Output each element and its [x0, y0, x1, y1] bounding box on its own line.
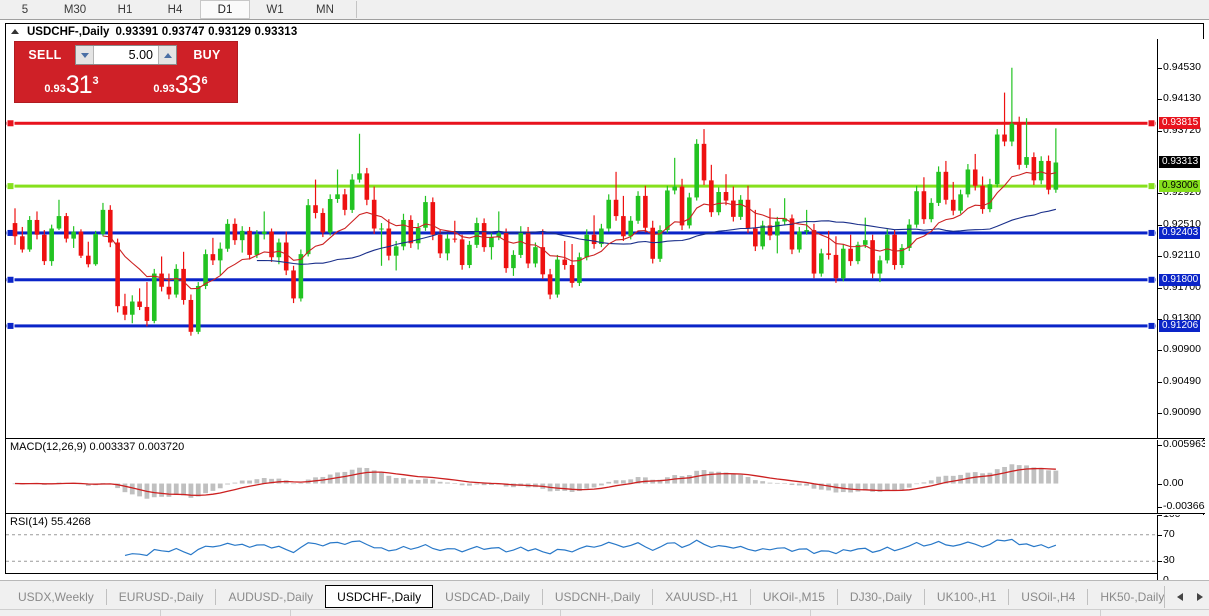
rsi-series: [6, 534, 1156, 562]
tab-divider: [749, 589, 751, 605]
timeframe-w1[interactable]: W1: [266, 3, 284, 16]
oct-top-row: SELL 5.00 BUY: [15, 42, 237, 68]
chart-tab-usdcaddaily[interactable]: USDCAD-,Daily: [445, 589, 530, 604]
level-label-2[interactable]: 0.91800: [1159, 273, 1201, 286]
chart-tab-usoilh4[interactable]: USOil-,H4: [1021, 589, 1076, 604]
tab-divider: [652, 589, 654, 605]
status-divider-3: [560, 610, 561, 616]
chart-tab-dj30daily[interactable]: DJ30-,Daily: [849, 589, 912, 604]
chart-header: USDCHF-,Daily 0.93391 0.93747 0.93129 0.…: [6, 24, 1203, 39]
volume-decrease-button[interactable]: [76, 46, 94, 64]
timeframe-h4[interactable]: H4: [167, 3, 183, 16]
volume-input[interactable]: 5.00: [128, 48, 153, 62]
chart-tab-audusddaily[interactable]: AUDUSD-,Daily: [228, 589, 314, 604]
rsi-plot-area[interactable]: [6, 515, 1157, 581]
buy-price-fraction: 6: [201, 75, 208, 87]
rsi-axis: 10070300: [1157, 515, 1205, 581]
chart-tab-hk50daily[interactable]: HK50-,Daily: [1100, 589, 1165, 604]
macd-plot-area[interactable]: [6, 440, 1157, 513]
chart-tab-usdchfdaily[interactable]: USDCHF-,Daily: [325, 585, 434, 608]
macd-label: MACD(12,26,9) 0.003337 0.003720: [10, 441, 185, 453]
timeframe-d1[interactable]: D1: [200, 0, 250, 19]
timeframe-toolbar: 5 M30 H1 H4 D1 W1 MN: [0, 0, 1209, 20]
status-divider-5: [1100, 610, 1101, 616]
tab-divider: [1087, 589, 1089, 605]
oct-price-row: 0.93 31 3 0.93 33 6: [15, 68, 237, 102]
price-candles: [6, 67, 1156, 336]
chart-ohlc-values: 0.93391 0.93747 0.93129 0.93313: [115, 25, 298, 38]
status-divider-1: [160, 610, 161, 616]
tab-scroll-controls[interactable]: [1164, 586, 1203, 608]
price-pane: 0.945300.941300.937200.929200.925100.921…: [6, 39, 1205, 439]
timeframe-m30[interactable]: M30: [63, 3, 87, 16]
buy-price-display[interactable]: 0.93 33 6: [127, 68, 234, 99]
one-click-trading-panel[interactable]: SELL 5.00 BUY 0.93 31 3 0.93 33 6: [14, 41, 238, 103]
tab-divider: [541, 589, 543, 605]
sell-price-big: 31: [65, 71, 93, 99]
chart-symbol-label: USDCHF-,Daily: [27, 25, 110, 38]
tab-divider: [215, 589, 217, 605]
sell-price-fraction: 3: [92, 75, 99, 87]
level-label-1[interactable]: 0.92403: [1159, 226, 1201, 239]
buy-price-big: 33: [174, 71, 202, 99]
volume-stepper[interactable]: 5.00: [75, 45, 177, 65]
price-plot-area[interactable]: [6, 39, 1157, 438]
chart-tabs: USDX,Weekly EURUSD-,Daily AUDUSD-,Daily USD…: [6, 585, 1176, 609]
toolbar-divider: [356, 1, 357, 18]
scroll-right-icon[interactable]: [1197, 593, 1203, 601]
chevron-up-icon: [163, 52, 172, 58]
chart-tab-usdcnhdaily[interactable]: USDCNH-,Daily: [554, 589, 641, 604]
tab-divider: [1008, 589, 1010, 605]
sell-button[interactable]: SELL: [28, 48, 62, 62]
price-axis[interactable]: 0.945300.941300.937200.929200.925100.921…: [1157, 39, 1205, 438]
toolbar-empty-area: [357, 0, 1209, 19]
tab-divider: [105, 589, 107, 605]
rsi-label: RSI(14) 55.4268: [10, 516, 91, 528]
chart-tab-eurusddaily[interactable]: EURUSD-,Daily: [118, 589, 204, 604]
macd-pane: MACD(12,26,9) 0.003337 0.003720 0.005963…: [6, 440, 1205, 514]
tab-divider: [836, 589, 838, 605]
support-line-label[interactable]: 0.93006: [1159, 180, 1201, 193]
last-price-label[interactable]: 0.93313: [1159, 156, 1201, 169]
volume-increase-button[interactable]: [158, 46, 176, 64]
chart-tab-usdxweekly[interactable]: USDX,Weekly: [18, 589, 94, 604]
macd-series: [12, 464, 1059, 499]
buy-button[interactable]: BUY: [193, 48, 221, 62]
chevron-down-icon: [80, 52, 89, 58]
chart-window: USDCHF-,Daily 0.93391 0.93747 0.93129 0.…: [5, 23, 1205, 603]
buy-price-prefix: 0.93: [153, 83, 175, 95]
chart-tab-bar: USDX,Weekly EURUSD-,Daily AUDUSD-,Daily USD…: [0, 580, 1209, 616]
collapse-triangle-icon[interactable]: [11, 29, 19, 34]
chart-tab-uk100h1[interactable]: UK100-,H1: [936, 589, 997, 604]
scroll-left-icon[interactable]: [1177, 593, 1183, 601]
chart-tab-ukoilm15[interactable]: UKOil-,M15: [762, 589, 825, 604]
status-divider-2: [290, 610, 291, 616]
status-divider-4: [810, 610, 811, 616]
status-bar: [0, 609, 1209, 616]
sell-price-prefix: 0.93: [44, 83, 66, 95]
level-label-3[interactable]: 0.91206: [1159, 319, 1201, 332]
timeframe-5[interactable]: 5: [21, 3, 29, 16]
timeframe-mn[interactable]: MN: [316, 3, 334, 16]
timeframe-h1[interactable]: H1: [117, 3, 133, 16]
rsi-pane: RSI(14) 55.4268 10070300: [6, 515, 1205, 582]
tab-divider: [923, 589, 925, 605]
chart-tab-xauusdh1[interactable]: XAUUSD-,H1: [665, 589, 738, 604]
sell-line-label[interactable]: 0.93815: [1159, 117, 1201, 130]
sell-price-display[interactable]: 0.93 31 3: [18, 68, 125, 99]
